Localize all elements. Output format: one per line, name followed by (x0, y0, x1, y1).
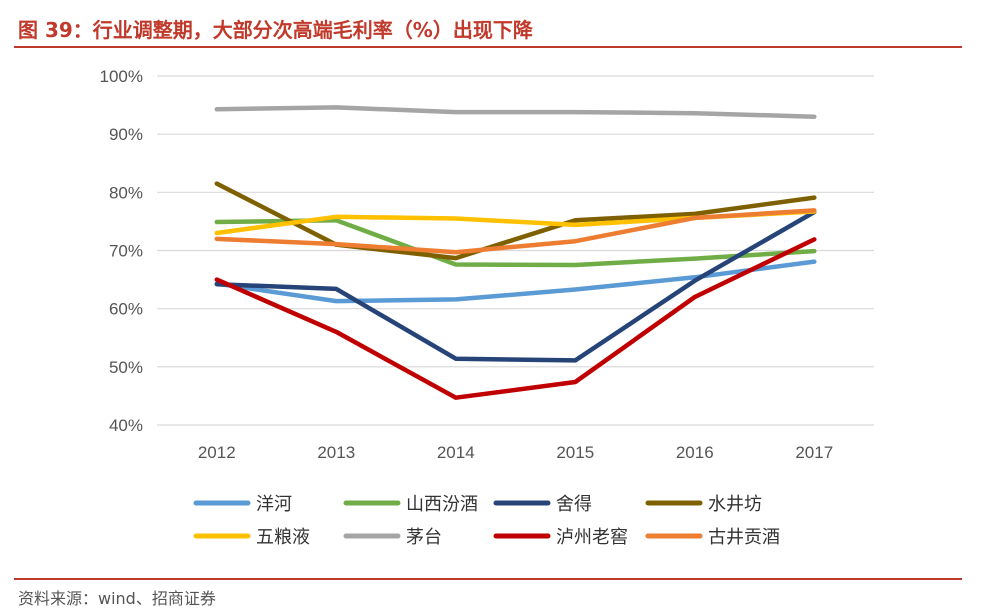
legend-item: 茅台 (343, 527, 442, 548)
legend-label: 茅台 (406, 527, 442, 548)
legend-label: 泸州老窖 (556, 527, 628, 548)
series-古井贡酒 (214, 208, 817, 255)
series-lines (214, 105, 817, 400)
x-tick-label: 2012 (198, 443, 236, 462)
x-tick-label: 2015 (556, 443, 594, 462)
y-axis-ticks: 40% 50% 60% 70% 80% 90% 100% (100, 67, 143, 435)
y-tick-label: 100% (100, 67, 143, 86)
legend-label: 水井坊 (708, 494, 762, 515)
legend-item: 古井贡酒 (645, 527, 780, 548)
y-tick-label: 90% (109, 125, 143, 144)
x-tick-label: 2017 (795, 443, 833, 462)
y-tick-label: 40% (109, 416, 143, 435)
gridlines (157, 75, 874, 426)
series-line (214, 209, 817, 363)
series-line (214, 259, 817, 304)
y-tick-label: 80% (109, 183, 143, 202)
series-line (214, 208, 817, 255)
y-tick-label: 60% (109, 300, 143, 319)
legend-item: 舍得 (493, 494, 592, 515)
title-divider (14, 46, 962, 48)
x-axis-ticks: 2012 2013 2014 2015 2016 2017 (198, 443, 833, 462)
chart-title: 图 39：行业调整期，大部分次高端毛利率（%）出现下降 (18, 18, 533, 42)
legend-item: 水井坊 (645, 494, 762, 515)
legend-label: 洋河 (256, 494, 292, 515)
legend-item: 泸州老窖 (493, 527, 628, 548)
x-tick-label: 2016 (676, 443, 714, 462)
series-line (214, 237, 817, 400)
y-tick-label: 70% (109, 242, 143, 261)
legend-label: 山西汾酒 (406, 494, 478, 515)
source-divider (14, 578, 962, 580)
legend-label: 舍得 (556, 494, 592, 515)
legend-item: 五粮液 (193, 527, 310, 548)
series-舍得 (214, 209, 817, 363)
x-tick-label: 2013 (317, 443, 355, 462)
series-line (214, 181, 817, 261)
x-tick-label: 2014 (437, 443, 475, 462)
legend-item: 洋河 (193, 494, 292, 515)
legend-label: 五粮液 (256, 527, 310, 548)
series-泸州老窖 (214, 237, 817, 400)
series-茅台 (214, 105, 817, 119)
line-chart: 40%50%60%70%80%90%100% 2012 2013 2014 2015 2… (100, 67, 874, 548)
series-line (214, 105, 817, 119)
y-tick-label: 50% (109, 358, 143, 377)
legend-label: 古井贡酒 (708, 527, 780, 548)
source-note: 资料来源：wind、招商证券 (18, 589, 216, 608)
legend-item: 山西汾酒 (343, 494, 478, 515)
